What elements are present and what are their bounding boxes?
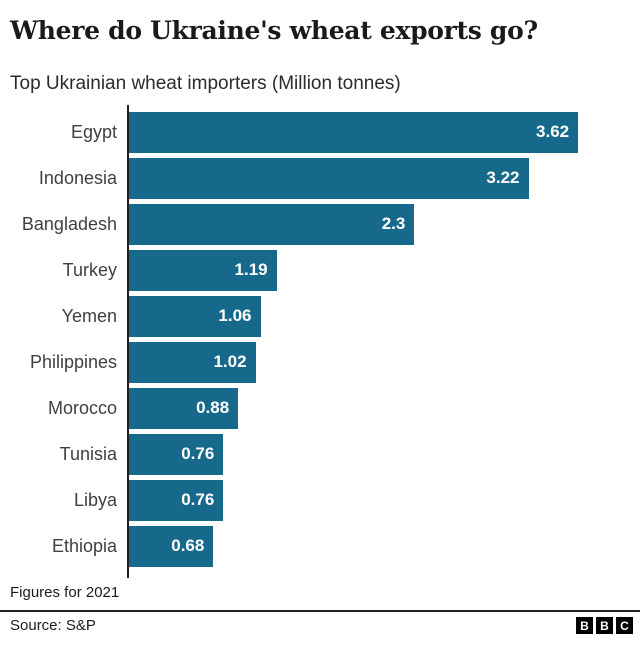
category-label: Tunisia: [59, 443, 117, 464]
category-label: Turkey: [62, 259, 117, 280]
category-label: Philippines: [29, 351, 117, 372]
bar-value-label: 1.02: [213, 352, 247, 371]
bar: 0.76: [129, 479, 224, 521]
bar: 1.06: [129, 295, 261, 337]
bar-area: 2.3: [129, 201, 640, 247]
bbc-logo-block-b2: B: [596, 617, 613, 634]
y-axis-line: [127, 105, 129, 578]
bar-row: Tunisia 0.76: [0, 431, 640, 477]
bar-row: Philippines 1.02: [0, 339, 640, 385]
bar-value-label: 0.68: [171, 536, 205, 555]
chart-page: Where do Ukraine's wheat exports go? Top…: [0, 15, 640, 655]
bar-row: Yemen 1.06: [0, 293, 640, 339]
bar-area: 1.02: [129, 339, 640, 385]
bbc-logo-block-c: C: [616, 617, 633, 634]
bar-value-label: 2.3: [381, 214, 406, 233]
bar: 3.62: [129, 111, 579, 153]
bar: 2.3: [129, 203, 415, 245]
bar-area: 0.76: [129, 477, 640, 523]
source-row: Source: S&P B B C: [0, 612, 640, 634]
bar-value-label: 1.06: [218, 306, 252, 325]
bar-row: Libya 0.76: [0, 477, 640, 523]
category-label: Bangladesh: [21, 213, 117, 234]
bar-area: 0.68: [129, 523, 640, 569]
bar-row: Turkey 1.19: [0, 247, 640, 293]
category-label: Yemen: [61, 305, 117, 326]
bar-value-label: 3.22: [486, 168, 520, 187]
bar-row: Morocco 0.88: [0, 385, 640, 431]
category-label: Egypt: [70, 121, 117, 142]
bar: 0.76: [129, 433, 224, 475]
bar-row: Bangladesh 2.3: [0, 201, 640, 247]
bar-area: 1.06: [129, 293, 640, 339]
bar-row: Ethiopia 0.68: [0, 523, 640, 569]
bbc-logo-block-b1: B: [576, 617, 593, 634]
category-label: Libya: [73, 489, 117, 510]
bar-area: 0.88: [129, 385, 640, 431]
bar-area: 1.19: [129, 247, 640, 293]
bar: 0.88: [129, 387, 239, 429]
bar: 0.68: [129, 525, 214, 567]
bar-rows: Egypt 3.62 Indonesia 3.22 Bangladesh 2.3…: [0, 109, 640, 569]
category-label: Morocco: [47, 397, 117, 418]
bbc-logo: B B C: [576, 617, 633, 634]
bar-chart: Egypt 3.62 Indonesia 3.22 Bangladesh 2.3…: [0, 105, 640, 578]
bar: 3.22: [129, 157, 529, 199]
bar-row: Indonesia 3.22: [0, 155, 640, 201]
chart-footnote: Figures for 2021: [10, 584, 120, 601]
bar: 1.02: [129, 341, 256, 383]
bar-row: Egypt 3.62: [0, 109, 640, 155]
footer-divider: [0, 610, 640, 612]
source-label: Source: S&P: [10, 617, 96, 634]
bar-value-label: 3.62: [536, 122, 570, 141]
bar-value-label: 0.76: [181, 444, 215, 463]
chart-subtitle: Top Ukrainian wheat importers (Million t…: [10, 73, 401, 94]
category-label: Indonesia: [38, 167, 117, 188]
bar-area: 3.22: [129, 155, 640, 201]
page-title: Where do Ukraine's wheat exports go?: [10, 16, 538, 45]
bar-value-label: 0.76: [181, 490, 215, 509]
bar-area: 0.76: [129, 431, 640, 477]
bar-area: 3.62: [129, 109, 640, 155]
bar-value-label: 0.88: [196, 398, 230, 417]
category-label: Ethiopia: [51, 535, 117, 556]
bar: 1.19: [129, 249, 277, 291]
bar-value-label: 1.19: [234, 260, 268, 279]
